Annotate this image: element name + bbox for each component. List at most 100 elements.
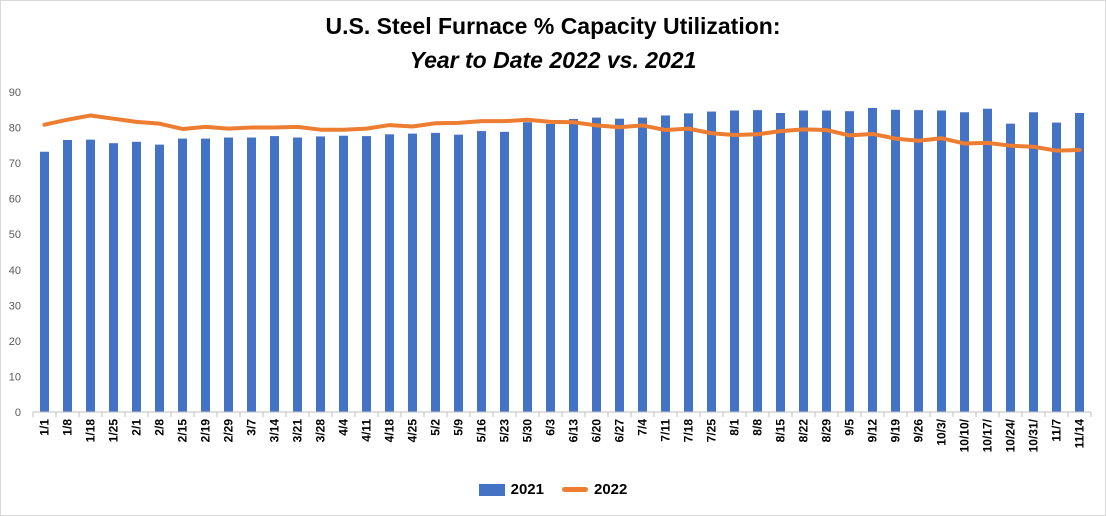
bar-2021 (523, 122, 532, 412)
bar-2021 (408, 133, 417, 412)
x-tick-label: 10/3/ (935, 418, 949, 445)
y-tick-label: 0 (15, 407, 21, 419)
x-tick-label: 2/15 (176, 419, 190, 443)
x-tick-label: 5/9 (452, 419, 466, 436)
x-tick-label: 5/2 (429, 419, 443, 436)
x-tick-label: 7/11 (659, 419, 673, 442)
bar-2021 (63, 140, 72, 412)
bar-2021 (224, 137, 233, 412)
x-tick-label: 6/20 (590, 419, 604, 443)
x-axis: 1/1 1/8 1/18 1/25 2/1 2/8 2/15 2/19 2/29 3/7 3/14 3… (32, 412, 1092, 452)
bar-2021 (1029, 112, 1038, 413)
x-tick-label: 1/18 (84, 419, 98, 443)
bar-2021 (753, 110, 762, 412)
x-tick-label: 4/18 (383, 419, 397, 443)
x-tick-label: 9/26 (912, 419, 926, 443)
x-tick-label: 2/1 (130, 419, 144, 436)
y-tick-label: 60 (9, 194, 21, 206)
x-tick-label: 4/4 (337, 419, 351, 436)
bar-2021 (822, 110, 831, 413)
x-tick-label: 1/8 (61, 419, 75, 436)
bar-2021 (339, 135, 348, 413)
bar-2021 (1052, 122, 1061, 412)
x-tick-label: 9/5 (843, 419, 857, 436)
bar-2021 (40, 151, 49, 413)
x-tick-label: 8/1 (728, 419, 742, 436)
legend-swatch-2022 (562, 487, 588, 492)
x-tick-label: 8/29 (820, 419, 834, 443)
line-path-2022 (42, 113, 1082, 153)
bar-2021 (201, 138, 210, 412)
legend-item-2021: 2021 (478, 481, 544, 498)
bar-2021 (684, 113, 693, 412)
bar-2021 (109, 143, 118, 412)
bar-2021 (385, 134, 394, 412)
x-tick-label: 11/14 (1073, 419, 1087, 449)
x-tick-label: 5/30 (521, 419, 535, 443)
legend: 2021 2022 (1, 481, 1105, 498)
bar-2021 (983, 108, 992, 413)
y-tick-label: 90 (9, 87, 21, 99)
x-tick-label: 9/12 (866, 419, 880, 443)
x-tick-label: 3/28 (314, 419, 328, 443)
x-tick-label: 10/17/ (981, 418, 995, 452)
y-axis: 0 10 20 30 40 50 60 70 80 90 (9, 87, 21, 419)
x-tick-label: 6/27 (613, 419, 627, 443)
bar-2021 (592, 117, 601, 412)
x-tick-label: 8/8 (751, 419, 765, 436)
x-tick-label: 10/31/ (1027, 418, 1041, 452)
y-tick-label: 20 (9, 336, 21, 348)
legend-item-2022: 2022 (562, 481, 627, 498)
x-tick-label: 7/4 (636, 419, 650, 436)
y-tick-label: 50 (9, 229, 21, 241)
x-tick-label: 3/21 (291, 419, 305, 443)
line-2022 (42, 113, 1082, 153)
bar-2021 (431, 132, 440, 412)
bar-2021 (661, 115, 670, 412)
x-tick-label: 8/22 (797, 419, 811, 443)
y-tick-label: 10 (9, 371, 21, 383)
bar-2021 (362, 136, 371, 412)
legend-swatch-2021 (478, 483, 505, 496)
x-tick-label: 2/8 (153, 419, 167, 436)
x-tick-label: 4/25 (406, 419, 420, 443)
bar-2021 (178, 138, 187, 412)
bar-2021 (937, 110, 946, 413)
bar-2021 (707, 111, 716, 412)
bars-2021 (40, 108, 1084, 413)
x-tick-label: 8/15 (774, 419, 788, 443)
bar-2021 (477, 131, 486, 413)
x-tick-label: 4/11 (360, 419, 374, 442)
legend-label-2021: 2021 (510, 481, 544, 498)
x-tick-label: 7/18 (682, 419, 696, 443)
bar-2021 (914, 110, 923, 412)
bar-2021 (500, 131, 509, 412)
y-tick-label: 30 (9, 300, 21, 312)
x-tick-label: 5/16 (475, 419, 489, 443)
bar-2021 (615, 118, 624, 413)
x-tick-label: 11/7 (1050, 419, 1064, 442)
x-tick-label: 2/29 (222, 419, 236, 443)
y-tick-label: 70 (9, 158, 21, 170)
bar-2021 (868, 108, 877, 412)
x-tick-label: 6/13 (567, 419, 581, 443)
x-tick-label: 10/24/ (1004, 418, 1018, 452)
x-tick-label: 6/3 (544, 419, 558, 436)
bar-2021 (454, 134, 463, 413)
x-tick-label: 3/7 (245, 419, 259, 436)
bar-2021 (730, 110, 739, 413)
x-tick-label: 2/19 (199, 419, 213, 443)
chart-subtitle: Year to Date 2022 vs. 2021 (409, 47, 697, 73)
bar-2021 (247, 137, 256, 412)
bar-2021 (569, 119, 578, 413)
bar-2021 (155, 144, 164, 412)
x-tick-label: 5/23 (498, 419, 512, 443)
chart-title: U.S. Steel Furnace % Capacity Utilizatio… (325, 13, 781, 39)
x-tick-label: 1/1 (38, 419, 52, 436)
bar-2021 (86, 139, 95, 412)
bar-2021 (776, 112, 785, 412)
bar-2021 (845, 111, 854, 412)
x-tick-label: 3/14 (268, 419, 282, 443)
x-tick-label: 9/19 (889, 419, 903, 443)
